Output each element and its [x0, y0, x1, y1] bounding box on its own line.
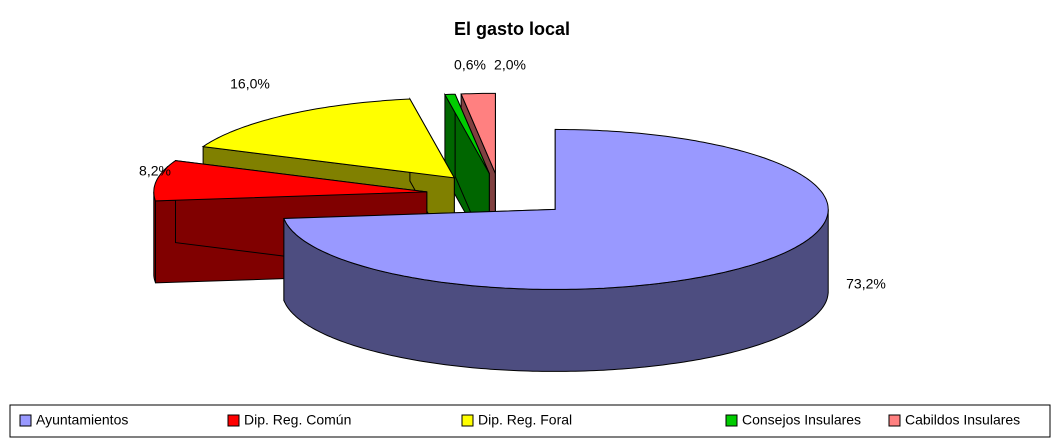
pie: [153, 92, 829, 372]
legend-box: [9, 404, 1051, 438]
legend-label: Consejos Insulares: [742, 412, 861, 428]
slice: [460, 92, 496, 174]
data-label: 8,2%: [139, 163, 171, 179]
slice: [153, 160, 427, 202]
data-label: 0,6%: [454, 57, 486, 73]
slice-side: [153, 191, 156, 284]
data-label: 73,2%: [846, 276, 886, 292]
legend-swatch: [227, 414, 240, 427]
legend-swatch: [19, 414, 32, 427]
legend-label: Cabildos Insulares: [905, 412, 1020, 428]
data-label: 16,0%: [230, 76, 270, 92]
chart-title: El gasto local: [454, 19, 570, 39]
slice: [283, 128, 829, 290]
legend-label: Dip. Reg. Común: [244, 412, 351, 428]
legend-label: Dip. Reg. Foral: [478, 412, 572, 428]
legend-swatch: [461, 414, 474, 427]
legend-swatch: [725, 414, 738, 427]
slice: [444, 93, 490, 174]
legend-swatch: [888, 414, 901, 427]
data-label: 2,0%: [494, 57, 526, 73]
slice: [201, 98, 456, 179]
legend-label: Ayuntamientos: [36, 412, 128, 428]
